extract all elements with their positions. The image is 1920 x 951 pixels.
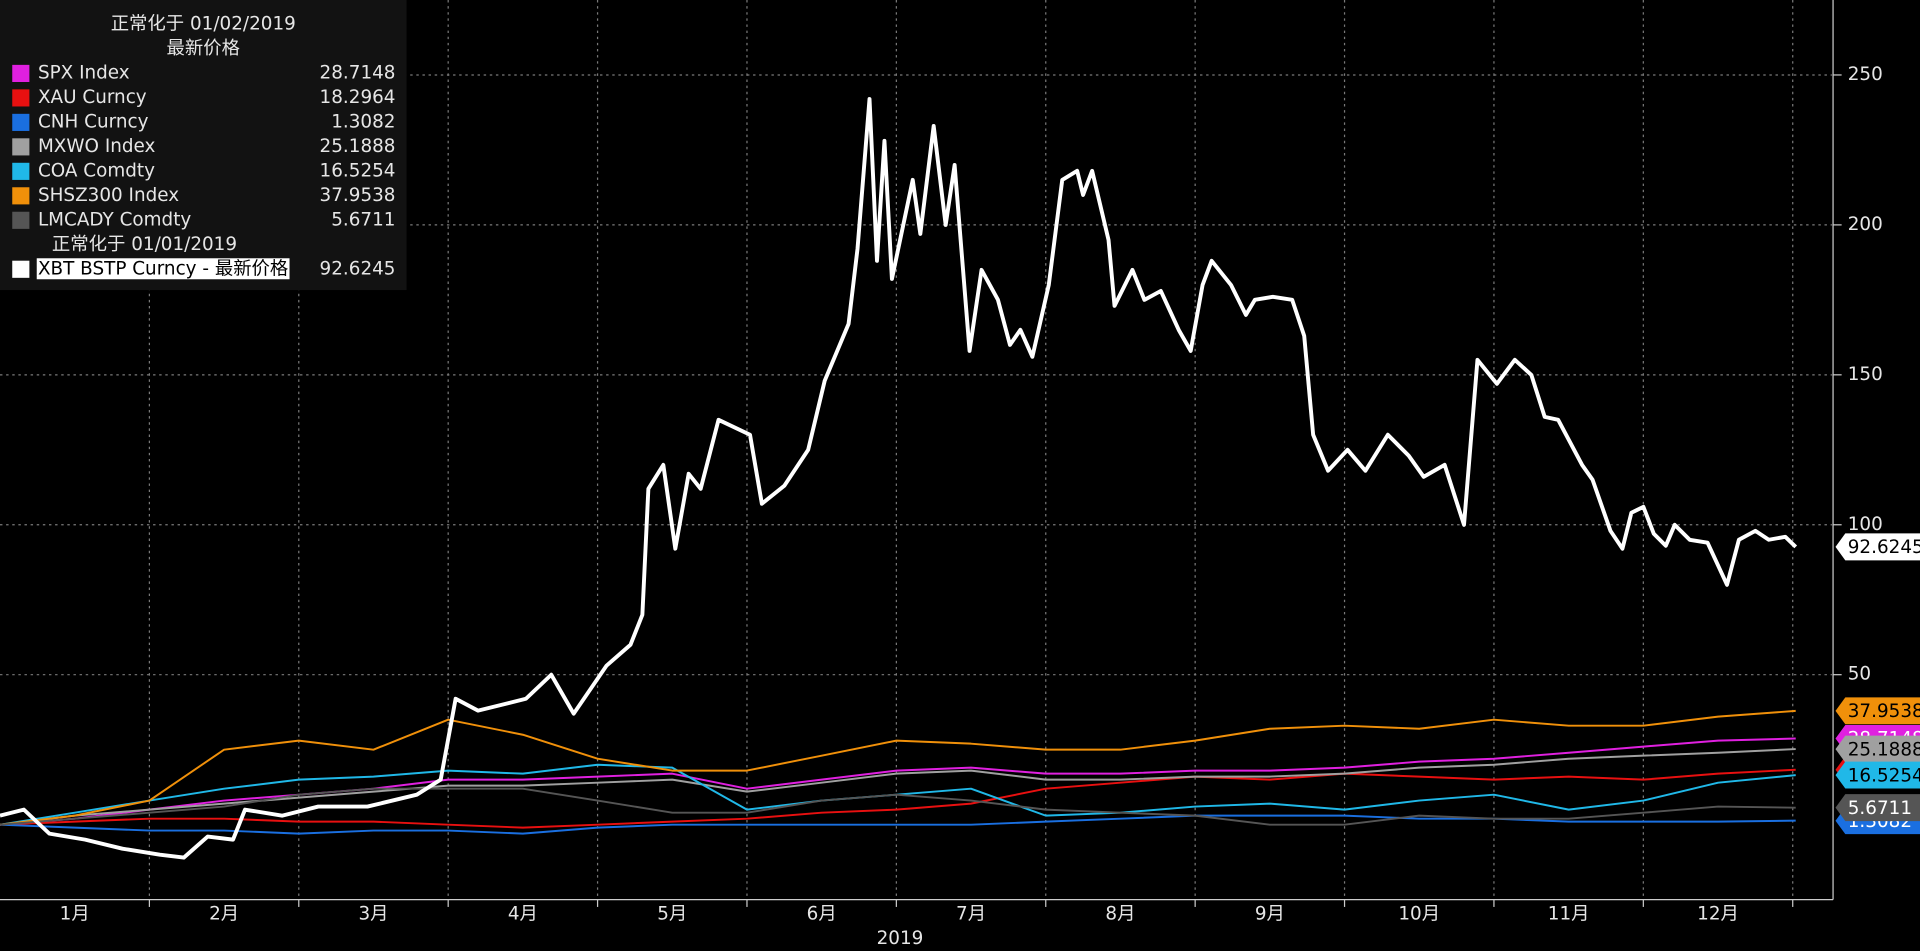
x-axis-label: 2019 bbox=[877, 928, 924, 949]
legend-highlight bbox=[36, 258, 290, 280]
legend-value: 92.6245 bbox=[320, 258, 396, 279]
value-flag-label: 25.1888 bbox=[1848, 739, 1920, 760]
y-tick-label: 200 bbox=[1848, 214, 1883, 235]
legend-label: CNH Curncy bbox=[38, 111, 149, 132]
legend-box bbox=[0, 0, 407, 291]
x-tick-label: 3月 bbox=[358, 903, 388, 924]
legend-label: XAU Curncy bbox=[38, 87, 147, 108]
legend-label: XBT BSTP Curncy - 最新价格 bbox=[38, 258, 288, 279]
legend-label: MXWO Index bbox=[38, 136, 156, 157]
x-tick-label: 9月 bbox=[1255, 903, 1285, 924]
value-flag bbox=[1835, 533, 1920, 561]
value-flag bbox=[1835, 794, 1920, 822]
series-line bbox=[0, 97, 1798, 860]
value-flag-label: 92.6245 bbox=[1848, 537, 1920, 558]
value-flag bbox=[1835, 735, 1920, 763]
legend-value: 5.6711 bbox=[331, 209, 395, 230]
legend-header: 最新价格 bbox=[167, 38, 240, 59]
x-tick-label: 4月 bbox=[508, 903, 538, 924]
legend-swatch bbox=[12, 113, 30, 131]
x-tick-label: 1月 bbox=[60, 903, 90, 924]
x-tick-label: 8月 bbox=[1105, 903, 1135, 924]
y-tick-label: 150 bbox=[1848, 364, 1883, 385]
series-line bbox=[0, 768, 1796, 829]
value-flag bbox=[1835, 761, 1920, 789]
series-line bbox=[0, 709, 1796, 826]
value-flag-label: 16.5254 bbox=[1848, 765, 1920, 786]
x-tick-label: 5月 bbox=[657, 903, 687, 924]
value-flag-label: 37.9538 bbox=[1848, 701, 1920, 722]
legend-header: 正常化于 01/02/2019 bbox=[111, 13, 296, 34]
legend-swatch bbox=[12, 138, 30, 156]
legend-label: COA Comdty bbox=[38, 160, 155, 181]
legend-swatch bbox=[12, 64, 30, 83]
legend-value: 37.9538 bbox=[320, 185, 396, 206]
legend-value: 28.7148 bbox=[320, 62, 396, 83]
legend-value: 25.1888 bbox=[320, 136, 396, 157]
legend-label: SHSZ300 Index bbox=[38, 185, 179, 206]
legend-swatch bbox=[12, 89, 30, 107]
y-tick-label: 100 bbox=[1848, 514, 1883, 535]
value-flag bbox=[1835, 697, 1920, 725]
x-tick-label: 12月 bbox=[1697, 903, 1739, 924]
x-tick-label: 6月 bbox=[807, 903, 837, 924]
legend-value: 1.3082 bbox=[331, 111, 395, 132]
legend-label: LMCADY Comdty bbox=[38, 209, 191, 230]
legend-value: 18.2964 bbox=[320, 87, 396, 108]
legend-subheader: 正常化于 01/01/2019 bbox=[52, 234, 237, 255]
y-tick-label: 50 bbox=[1848, 664, 1871, 685]
legend-value: 16.5254 bbox=[320, 160, 396, 181]
series-line bbox=[0, 748, 1796, 826]
series-line bbox=[0, 787, 1796, 826]
legend-swatch bbox=[12, 162, 30, 180]
x-tick-label: 7月 bbox=[956, 903, 986, 924]
x-tick-label: 10月 bbox=[1398, 903, 1440, 924]
legend-label: SPX Index bbox=[38, 62, 130, 83]
value-flag-label: 5.6711 bbox=[1848, 798, 1912, 819]
legend-swatch bbox=[12, 260, 30, 278]
x-tick-label: 2月 bbox=[209, 903, 239, 924]
legend-swatch bbox=[12, 211, 30, 229]
x-tick-label: 11月 bbox=[1548, 903, 1590, 924]
y-tick-label: 250 bbox=[1848, 64, 1883, 85]
legend-swatch bbox=[12, 187, 30, 205]
